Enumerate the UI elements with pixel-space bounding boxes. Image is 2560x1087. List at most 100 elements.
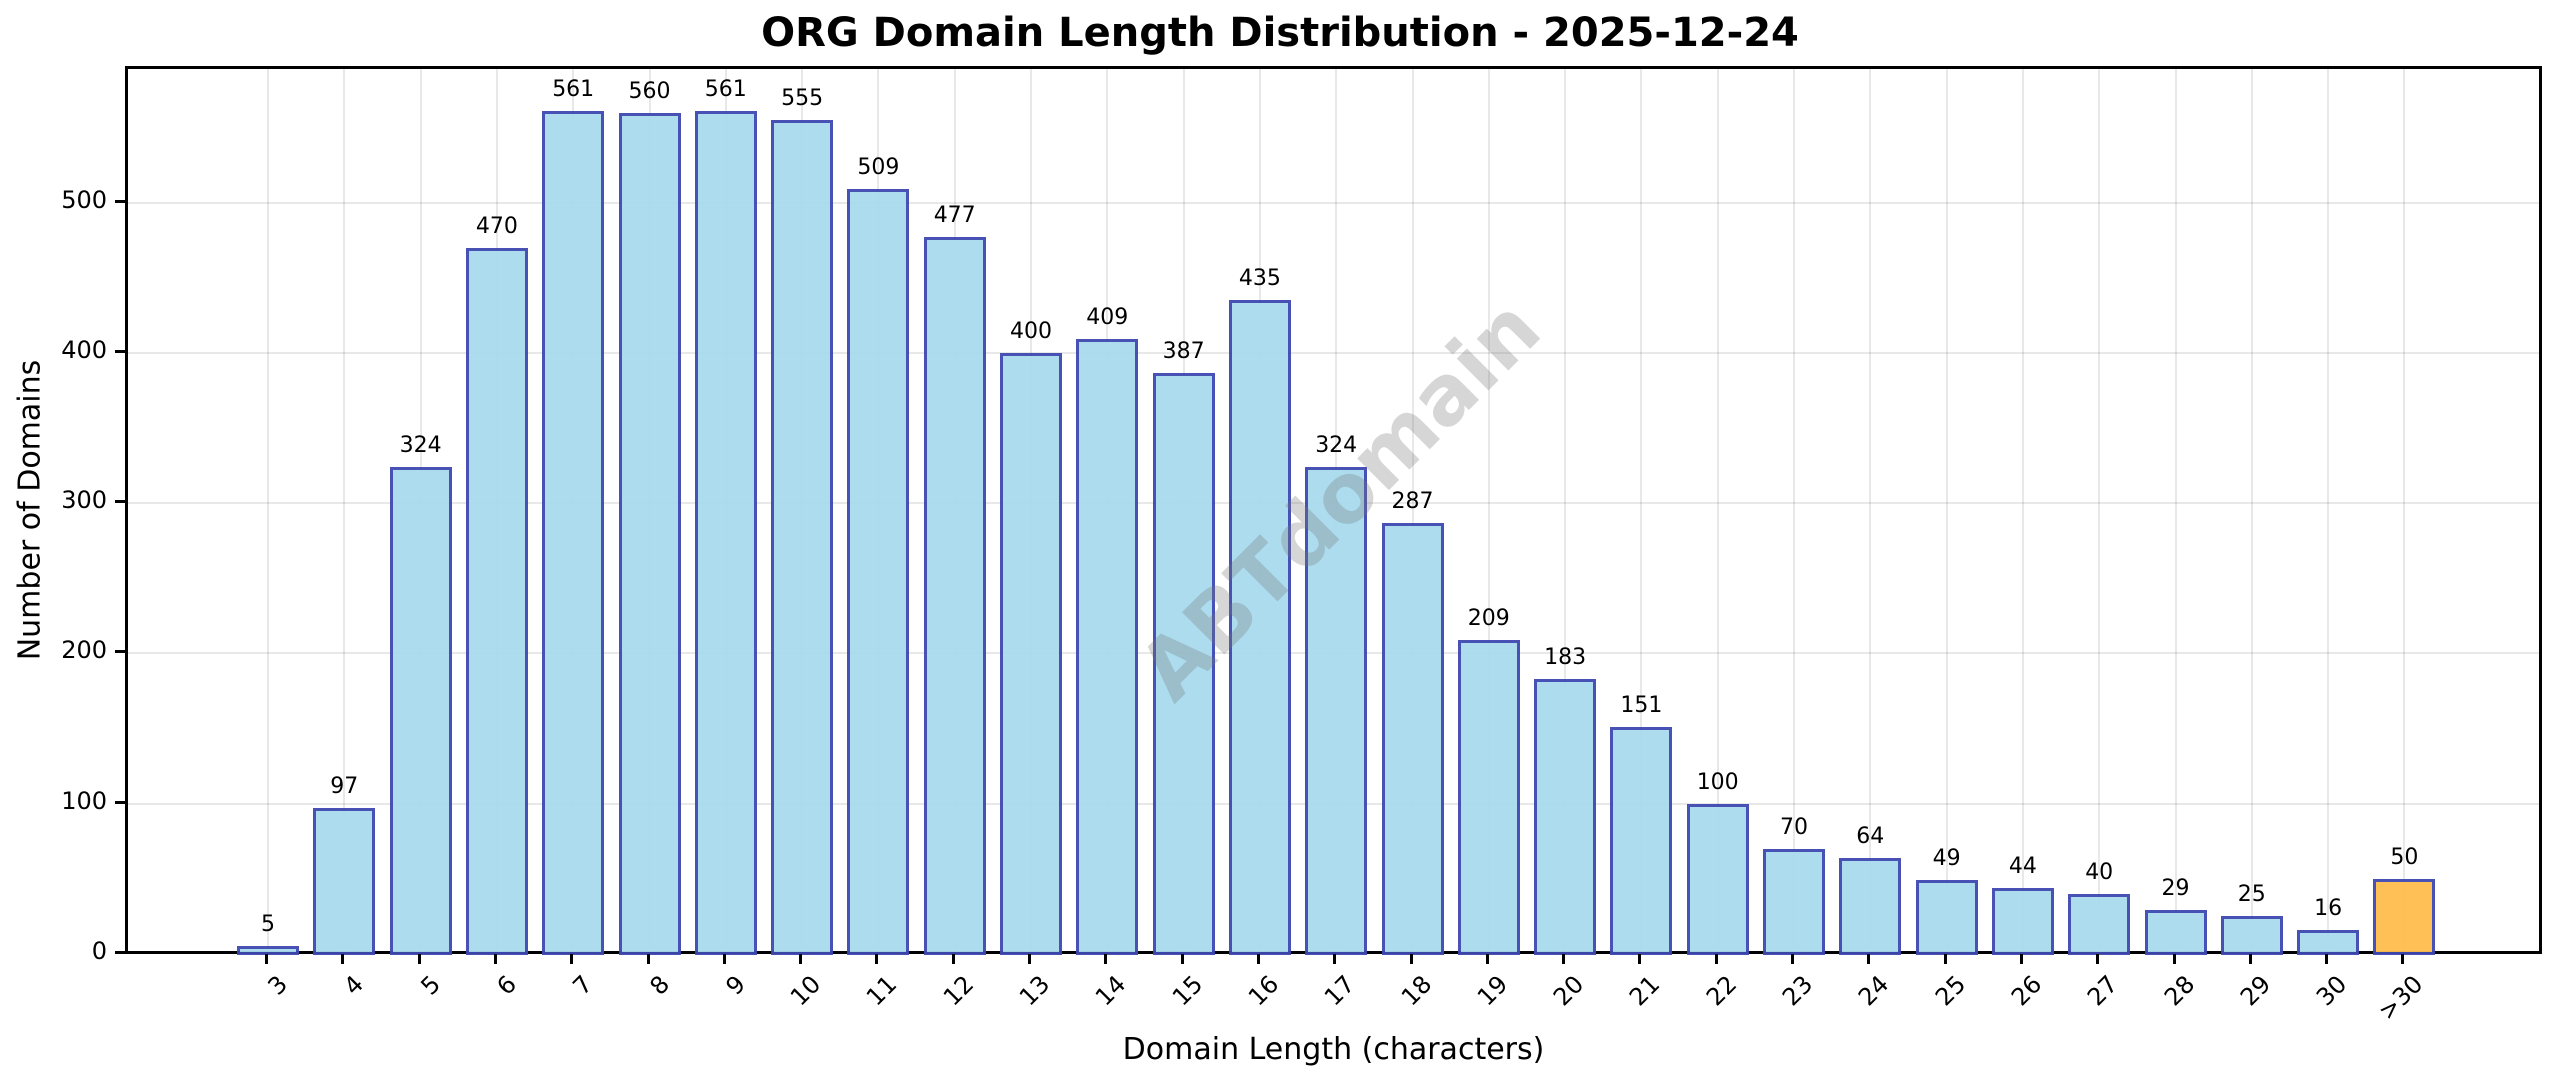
y-tick-label: 500 <box>61 185 107 214</box>
x-tick <box>1333 954 1337 964</box>
x-tick-label: 11 <box>861 970 903 1012</box>
x-tick <box>875 954 879 964</box>
x-tick-label: 8 <box>643 970 675 1001</box>
bar-value-label: 561 <box>704 77 747 103</box>
x-tick-label: 26 <box>2005 970 2048 1012</box>
bar-10 <box>771 120 834 956</box>
bar-27 <box>2068 893 2131 956</box>
y-tick-label: 200 <box>61 636 107 665</box>
x-tick <box>1409 954 1413 964</box>
bar-21 <box>1610 727 1673 956</box>
x-tick-label: 15 <box>1166 970 1208 1012</box>
x-tick-label: 16 <box>1242 970 1285 1012</box>
gridline-vertical <box>2174 69 2177 951</box>
x-tick-label: 27 <box>2082 970 2124 1012</box>
x-tick <box>1714 954 1718 964</box>
x-tick-label: 3 <box>262 970 294 1001</box>
bar-value-label: 49 <box>1932 846 1961 872</box>
x-tick <box>1638 954 1642 964</box>
gridline-horizontal <box>128 201 2539 204</box>
bar-15 <box>1152 372 1215 956</box>
bar-value-label: 44 <box>2008 853 2037 879</box>
bar-22 <box>1686 803 1749 956</box>
x-tick-label: >30 <box>2373 970 2429 1026</box>
bar-14 <box>1076 339 1139 956</box>
bar-value-label: 287 <box>1391 488 1434 514</box>
gridline-vertical <box>2250 69 2253 951</box>
chart-title: ORG Domain Length Distribution - 2025-12… <box>761 10 1799 56</box>
bar-13 <box>1000 352 1062 956</box>
gridline-vertical <box>1564 69 1567 951</box>
x-tick <box>570 954 574 964</box>
x-tick-label: 5 <box>415 970 446 1001</box>
bar-16 <box>1228 300 1291 956</box>
bar-value-label: 324 <box>399 433 442 459</box>
bar-value-label: 209 <box>1467 605 1510 631</box>
x-tick <box>265 954 268 964</box>
y-tick <box>115 951 125 954</box>
y-tick-label: 400 <box>61 335 107 364</box>
x-tick <box>2172 954 2176 964</box>
gridline-vertical <box>1640 69 1643 951</box>
x-tick <box>1943 954 1947 964</box>
y-tick-label: 0 <box>91 937 107 965</box>
x-tick <box>2401 954 2405 964</box>
y-tick-label: 100 <box>61 786 107 815</box>
x-tick-label: 21 <box>1624 970 1666 1012</box>
x-tick <box>1180 954 1184 964</box>
bar-value-label: 400 <box>1010 318 1052 344</box>
bar-value-label: 435 <box>1238 266 1281 292</box>
gridline-vertical <box>1869 69 1872 951</box>
y-tick <box>115 800 125 804</box>
x-tick-label: 22 <box>1700 970 1743 1012</box>
x-tick <box>2019 954 2023 964</box>
bar-12 <box>923 237 986 956</box>
bar-9 <box>694 111 757 956</box>
x-tick-label: 19 <box>1471 970 1514 1012</box>
bar-28 <box>2144 910 2207 956</box>
bar-29 <box>2220 916 2283 956</box>
x-tick-label: 9 <box>720 970 751 1001</box>
gridline-vertical <box>1716 69 1719 951</box>
gridline-vertical <box>2098 69 2101 951</box>
bar-value-label: 324 <box>1315 433 1358 459</box>
gridline-vertical <box>267 69 269 951</box>
bar-value-label: 477 <box>933 203 976 229</box>
x-tick-label: 29 <box>2234 970 2277 1012</box>
bar-30 <box>2297 929 2360 956</box>
bar-8 <box>618 112 681 956</box>
bar-value-label: 29 <box>2161 876 2190 902</box>
bar-26 <box>1991 887 2054 956</box>
x-tick <box>2248 954 2252 964</box>
x-tick <box>1485 954 1489 964</box>
y-tick <box>115 500 125 504</box>
bar-value-label: 509 <box>857 155 900 181</box>
x-tick <box>2325 954 2329 964</box>
x-tick <box>1256 954 1260 964</box>
bar-17 <box>1305 467 1368 956</box>
bar-18 <box>1381 522 1444 956</box>
bar-value-label: 151 <box>1620 693 1663 719</box>
x-tick <box>799 954 803 964</box>
x-tick-label: 14 <box>1090 970 1132 1012</box>
bar-24 <box>1839 857 1902 956</box>
bar-value-label: 100 <box>1696 769 1739 795</box>
bar-value-label: 50 <box>2390 844 2419 870</box>
bar-value-label: 470 <box>475 213 518 239</box>
bar-value-label: 561 <box>552 77 595 103</box>
gridline-vertical <box>1411 69 1414 951</box>
x-tick <box>722 954 726 964</box>
gridline-vertical <box>1793 69 1795 951</box>
gridline-vertical <box>1487 69 1490 951</box>
bar-20 <box>1534 679 1597 956</box>
bar-5 <box>389 467 452 956</box>
bar-3 <box>237 946 299 956</box>
x-tick-label: 6 <box>491 970 522 1001</box>
x-tick-label: 20 <box>1548 970 1590 1012</box>
x-tick-label: 12 <box>937 970 980 1012</box>
bar-4 <box>313 808 376 956</box>
bar-value-label: 409 <box>1086 305 1129 331</box>
x-tick <box>1791 954 1794 964</box>
x-tick <box>951 954 955 964</box>
bar-value-label: 64 <box>1856 823 1885 849</box>
